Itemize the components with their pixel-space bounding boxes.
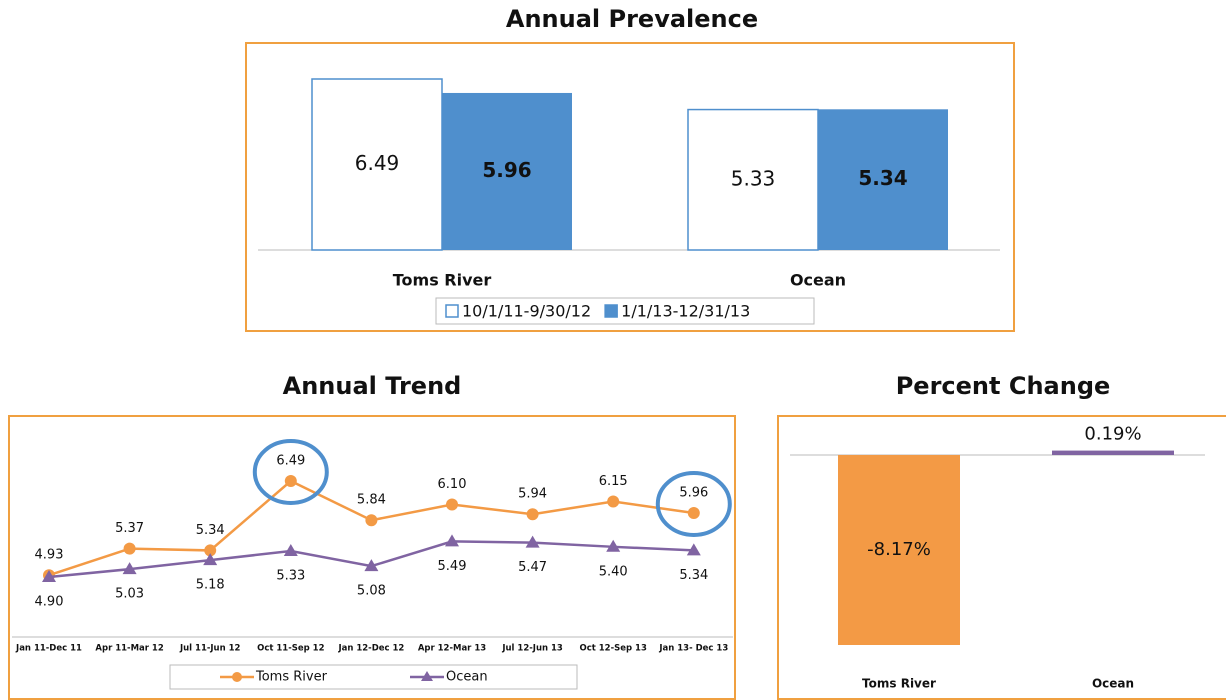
frame [8,415,736,700]
data-label: 6.49 [355,151,400,175]
highlight-ring [655,471,732,537]
legend-swatch [604,304,618,318]
x-tick-label: Ocean [790,271,846,290]
x-tick-label: Jul 11-Jun 12 [179,644,241,654]
bar [818,109,948,250]
point [445,534,459,547]
data-label: 5.96 [482,158,531,182]
data-label: 6.10 [438,477,467,492]
x-tick-label: Oct 12-Sep 13 [579,644,646,654]
chart-title: Annual Prevalence [506,5,758,33]
point [606,539,621,552]
legend-marker [421,671,433,681]
legend-swatch [445,304,459,318]
data-label: 5.84 [357,493,386,508]
data-label: 5.33 [276,569,305,584]
legend-marker [232,672,242,682]
x-tick-label: Jan 11-Dec 11 [15,644,82,654]
x-tick-label: Toms River [862,677,936,691]
data-label: -8.17% [867,539,931,560]
data-label: 5.47 [518,560,547,575]
frame [245,42,1015,332]
legend-label: 10/1/11-9/30/12 [462,302,591,321]
data-label: 5.40 [599,564,628,579]
x-tick-label: Apr 12-Mar 13 [418,644,486,654]
point [203,553,218,566]
x-tick-label: Ocean [1092,677,1134,691]
point [284,475,297,487]
point [687,507,700,519]
bar [442,92,572,250]
legend-label: Toms River [255,670,328,685]
x-tick-label: Apr 11-Mar 12 [95,644,163,654]
point [123,542,136,555]
data-label: 5.18 [196,578,225,593]
data-label: 5.33 [731,166,776,190]
point [364,559,379,572]
data-label: 4.90 [35,595,64,610]
data-label: 5.34 [858,166,907,190]
point [607,495,620,508]
data-label: 0.19% [1084,424,1141,445]
legend-label: 1/1/13-12/31/13 [621,302,750,321]
point [122,562,137,575]
data-label: 5.37 [115,521,144,536]
highlight-ring [252,439,329,505]
chart-title: Percent Change [896,372,1111,400]
point [204,544,217,557]
x-tick-label: Jan 12-Dec 12 [337,644,404,654]
data-label: 5.34 [679,568,708,583]
data-label: 5.94 [518,487,547,502]
legend-label: Ocean [446,670,488,685]
data-label: 5.49 [438,559,467,574]
data-label: 5.08 [357,584,386,599]
point [686,543,701,556]
frame [777,415,1226,700]
chart-title: Annual Trend [283,372,462,400]
x-tick-label: Toms River [393,271,492,290]
data-label: 6.49 [276,454,305,469]
data-label: 6.15 [599,474,628,489]
point [42,570,56,582]
point [525,535,540,548]
x-tick-label: Oct 11-Sep 12 [257,644,324,654]
data-label: 5.03 [115,587,144,602]
point [365,514,378,527]
bar [1052,450,1174,455]
point [446,498,458,511]
x-tick-label: Jul 12-Jun 13 [501,644,563,654]
point [526,508,539,521]
bar [311,78,443,251]
data-label: 4.93 [35,548,64,563]
legend-box [435,297,815,325]
data-label: 5.96 [679,486,708,501]
point [283,544,298,557]
x-tick-label: Jan 13- Dec 13 [658,644,728,654]
data-label: 5.34 [196,523,225,538]
bar [838,455,960,645]
